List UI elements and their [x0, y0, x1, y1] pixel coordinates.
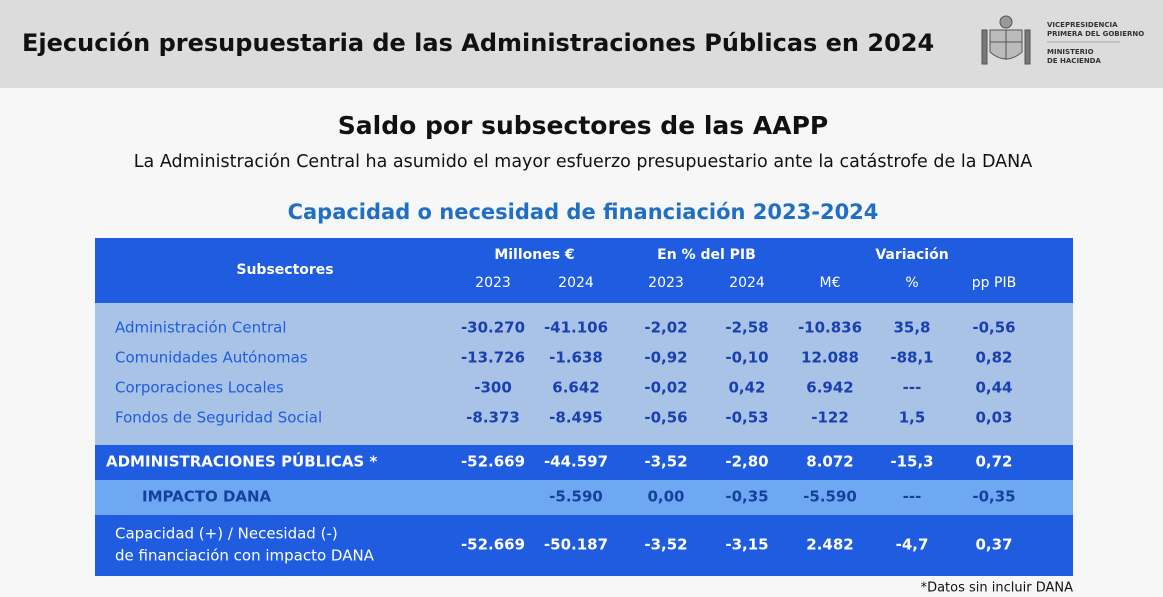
row-label: Capacidad (+) / Necesidad (-)	[115, 525, 338, 543]
column-header: 2024	[558, 275, 594, 291]
cell: -3,52	[644, 453, 687, 471]
group-header: Millones €	[494, 247, 574, 263]
cell: -5.590	[549, 488, 603, 506]
row-label: Comunidades Autónomas	[115, 349, 308, 367]
total-row	[95, 445, 1073, 480]
row-label: ADMINISTRACIONES PÚBLICAS *	[106, 452, 377, 471]
logo-text: MINISTERIO	[1047, 48, 1094, 56]
column-header: pp PIB	[972, 275, 1016, 291]
cell: -52.669	[461, 453, 525, 471]
logo-text: DE HACIENDA	[1047, 57, 1101, 65]
table: Subsectores Millones € 2023 2024 En % del PI…	[95, 238, 1073, 576]
footnote: *Datos sin incluir DANA	[921, 581, 1074, 596]
logo-text: PRIMERA DEL GOBIERNO	[1047, 30, 1144, 38]
cell: 6.942	[806, 379, 853, 397]
column-header: M€	[820, 275, 841, 291]
cell: -0,53	[725, 409, 768, 427]
cell: -2,02	[644, 319, 687, 337]
cell: -1.638	[549, 349, 603, 367]
cell: ---	[903, 379, 922, 397]
cell: -13.726	[461, 349, 525, 367]
cell: -0,56	[644, 409, 687, 427]
row-label: IMPACTO DANA	[142, 488, 272, 506]
cell: -41.106	[544, 319, 608, 337]
cell: 0,82	[975, 349, 1012, 367]
cell: -4,7	[896, 536, 929, 554]
cell: 0,44	[975, 379, 1012, 397]
cell: -0,10	[725, 349, 768, 367]
cell: -0,35	[725, 488, 768, 506]
cell: 1,5	[899, 409, 926, 427]
group-header: Variación	[875, 247, 948, 263]
column-header: %	[905, 275, 918, 291]
cell: 35,8	[893, 319, 930, 337]
cell: -300	[474, 379, 512, 397]
cell: -122	[811, 409, 849, 427]
final-row	[95, 515, 1073, 576]
cell: 6.642	[552, 379, 599, 397]
column-header: 2023	[648, 275, 684, 291]
row-label: Corporaciones Locales	[115, 379, 284, 397]
cell: 0,72	[975, 453, 1012, 471]
detail-band	[95, 303, 1073, 445]
header-band	[0, 0, 1163, 88]
cell: -8.373	[466, 409, 520, 427]
row-label: Administración Central	[115, 319, 287, 337]
crest	[981, 15, 1031, 65]
cell: 0,42	[728, 379, 765, 397]
cell: 12.088	[801, 349, 859, 367]
cell: -44.597	[544, 453, 608, 471]
cell: -15,3	[890, 453, 933, 471]
cell: -3,15	[725, 536, 768, 554]
cell: -2,58	[725, 319, 768, 337]
subheading: La Administración Central ha asumido el …	[134, 152, 1032, 172]
cell: -5.590	[803, 488, 857, 506]
column-header: 2023	[475, 275, 511, 291]
cell: -0,56	[972, 319, 1015, 337]
cell: -50.187	[544, 536, 608, 554]
cell: 0,03	[975, 409, 1012, 427]
cell: -88,1	[890, 349, 933, 367]
cell: 2.482	[806, 536, 853, 554]
cell: -2,80	[725, 453, 768, 471]
logo-text: VICEPRESIDENCIA	[1047, 21, 1118, 29]
column-header: 2024	[729, 275, 765, 291]
header-title: Ejecución presupuestaria de las Administ…	[22, 29, 934, 57]
cell: -30.270	[461, 319, 525, 337]
group-header: En % del PIB	[657, 247, 756, 263]
heading: Saldo por subsectores de las AAPP	[338, 111, 828, 140]
header-row	[95, 238, 1073, 303]
cell: -3,52	[644, 536, 687, 554]
cell: -0,02	[644, 379, 687, 397]
impact-row	[95, 480, 1073, 515]
row-label: de financiación con impacto DANA	[115, 547, 375, 565]
cell: -0,35	[972, 488, 1015, 506]
row-label: Fondos de Seguridad Social	[115, 409, 322, 427]
cell: -8.495	[549, 409, 603, 427]
cell: 0,37	[975, 536, 1012, 554]
column-header: Subsectores	[236, 262, 333, 278]
cell: ---	[903, 488, 922, 506]
cell: -0,92	[644, 349, 687, 367]
table-title: Capacidad o necesidad de financiación 20…	[288, 200, 879, 224]
cell: -10.836	[798, 319, 862, 337]
cell: 8.072	[806, 453, 853, 471]
cell: -52.669	[461, 536, 525, 554]
cell: 0,00	[647, 488, 684, 506]
